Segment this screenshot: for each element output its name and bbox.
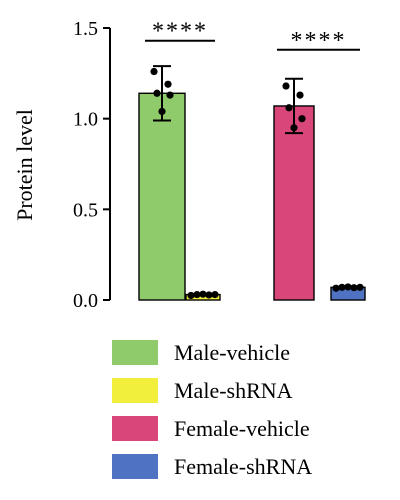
data-point [298, 115, 306, 123]
data-point [199, 290, 207, 298]
legend-label: Female-vehicle [174, 416, 310, 441]
legend-swatch [112, 378, 158, 403]
data-point [150, 67, 158, 76]
legend-label: Male-vehicle [174, 340, 290, 365]
y-tick-label: 0.5 [73, 199, 98, 221]
significance-label: **** [291, 28, 347, 54]
data-point [153, 89, 161, 97]
significance-label: **** [152, 19, 208, 45]
data-point [282, 82, 290, 90]
data-point [350, 284, 358, 292]
data-point [285, 104, 293, 112]
data-point [187, 291, 195, 300]
data-points [150, 67, 364, 300]
legend-swatch [112, 454, 158, 479]
significance-annotations: **** **** [145, 19, 360, 54]
data-point [332, 284, 340, 292]
data-point [356, 283, 364, 291]
data-point [338, 283, 346, 291]
y-axis: 0.0 0.5 1.0 1.5 [73, 18, 111, 312]
legend-swatch [112, 416, 158, 441]
bar-male-vehicle [138, 92, 186, 301]
data-point [211, 290, 219, 299]
y-tick-label: 1.0 [73, 109, 98, 131]
data-point [205, 291, 213, 299]
legend-swatch [112, 340, 158, 365]
bar-female-vehicle [273, 105, 315, 301]
error-bars [153, 65, 303, 135]
y-tick-label: 0.0 [73, 290, 98, 312]
data-point [296, 91, 304, 99]
legend-label: Female-shRNA [174, 454, 312, 479]
y-tick-label: 1.5 [73, 18, 98, 40]
data-point [344, 283, 352, 291]
legend: Male-vehicle Male-shRNA Female-vehicle Fema… [112, 340, 312, 479]
data-point [166, 91, 174, 99]
bars [138, 92, 366, 301]
legend-label: Male-shRNA [174, 378, 293, 403]
y-axis-label: Protein level [12, 109, 37, 221]
data-point [164, 80, 172, 88]
data-point [193, 290, 201, 299]
